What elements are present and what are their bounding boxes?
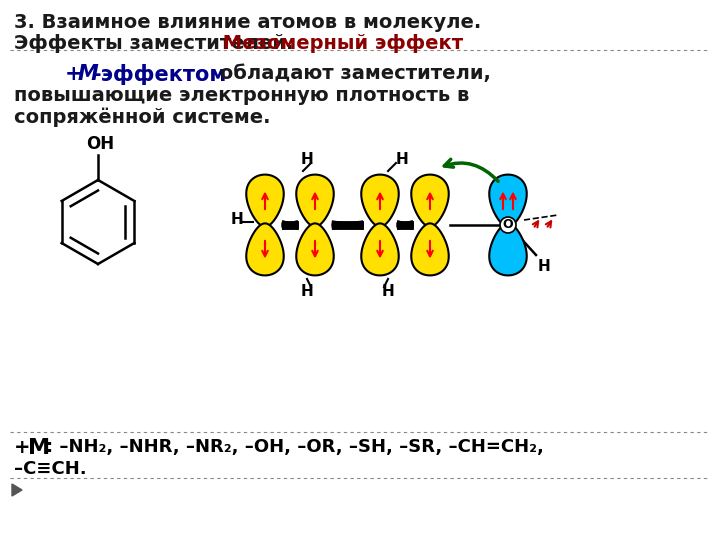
PathPatch shape (296, 224, 334, 275)
Text: М: М (78, 64, 99, 84)
Circle shape (500, 217, 516, 233)
Text: H: H (538, 259, 551, 274)
Text: +: + (65, 64, 83, 84)
PathPatch shape (246, 224, 284, 275)
Text: Мезомерный эффект: Мезомерный эффект (216, 34, 463, 53)
Text: H: H (395, 152, 408, 166)
Text: H: H (230, 213, 243, 227)
Text: H: H (301, 284, 313, 299)
Text: обладают заместители,: обладают заместители, (213, 64, 491, 83)
PathPatch shape (361, 174, 399, 227)
Text: OH: OH (86, 135, 114, 153)
PathPatch shape (490, 224, 527, 275)
Text: : –NH₂, –NHR, –NR₂, –OH, –OR, –SH, –SR, –CH=CH₂,: : –NH₂, –NHR, –NR₂, –OH, –OR, –SH, –SR, … (46, 438, 544, 456)
PathPatch shape (246, 174, 284, 227)
Text: O: O (503, 219, 513, 232)
PathPatch shape (411, 174, 449, 227)
Text: –C≡CH.: –C≡CH. (14, 460, 86, 478)
Text: -эффектом: -эффектом (93, 64, 228, 85)
Text: +: + (14, 438, 37, 457)
Text: 3. Взаимное влияние атомов в молекуле.: 3. Взаимное влияние атомов в молекуле. (14, 13, 481, 32)
Text: H: H (301, 152, 313, 166)
Text: Эффекты заместителей.: Эффекты заместителей. (14, 34, 293, 53)
Text: сопряжённой системе.: сопряжённой системе. (14, 108, 271, 127)
PathPatch shape (361, 224, 399, 275)
Polygon shape (12, 484, 22, 496)
PathPatch shape (490, 174, 527, 227)
PathPatch shape (296, 174, 334, 227)
FancyArrowPatch shape (444, 159, 498, 181)
Text: М: М (28, 438, 50, 458)
Text: H: H (382, 284, 395, 299)
Text: повышающие электронную плотность в: повышающие электронную плотность в (14, 86, 469, 105)
PathPatch shape (411, 224, 449, 275)
